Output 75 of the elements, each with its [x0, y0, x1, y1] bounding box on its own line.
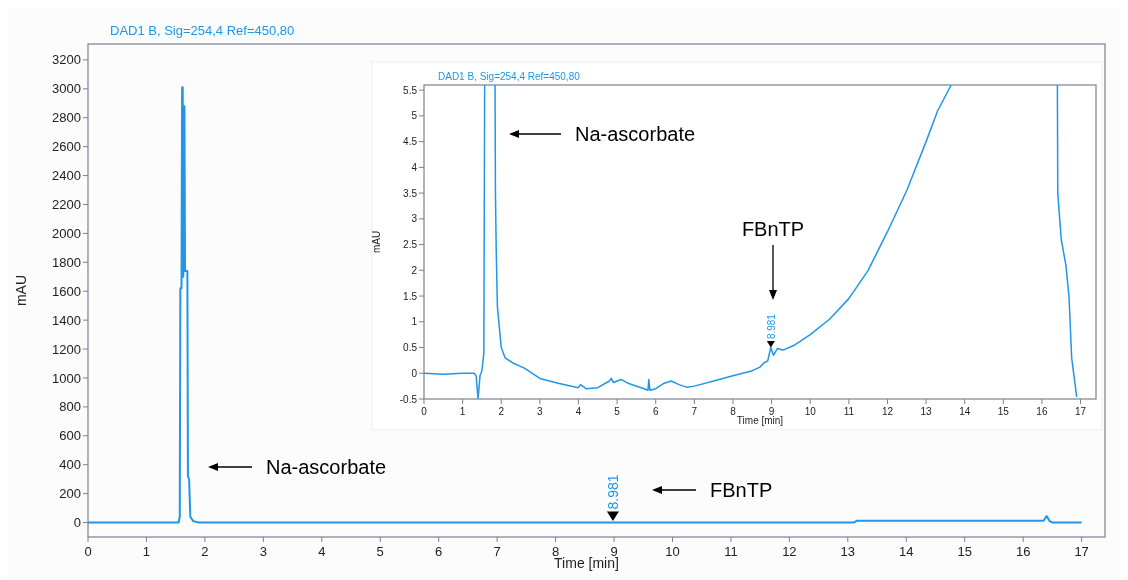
x-tick-label: 0	[421, 406, 428, 417]
x-tick-label: 10	[665, 544, 680, 559]
x-tick-label: 4	[318, 544, 326, 559]
x-tick-label: 3	[537, 406, 544, 417]
y-tick-label: 3200	[52, 52, 81, 68]
y-tick-label: -0.5	[399, 393, 418, 405]
x-tick-label: 7	[493, 544, 501, 559]
x-tick-label: 15	[957, 544, 972, 559]
x-tick-label: 10	[804, 406, 817, 417]
annotation: FBnTP	[741, 218, 805, 240]
annotation: 8.981	[604, 474, 621, 510]
y-tick-label: 0.5	[403, 342, 418, 354]
y-tick-label: 1.5	[403, 290, 418, 302]
y-tick-label: 5	[411, 110, 418, 122]
y-tick-label: 2.5	[403, 239, 418, 251]
x-tick-label: 17	[1074, 406, 1087, 417]
chart-title: DAD1 B, Sig=254,4 Ref=450,80	[110, 23, 295, 38]
y-tick-label: 1000	[52, 370, 81, 386]
x-tick-label: 12	[782, 544, 797, 559]
x-tick-label: 16	[1036, 406, 1048, 417]
y-tick-label: 2400	[52, 168, 81, 184]
x-tick-label: 14	[899, 544, 914, 559]
y-tick-label: 1	[411, 316, 418, 328]
y-tick-label: 0	[73, 515, 81, 531]
x-tick-label: 13	[840, 544, 856, 559]
x-tick-label: 7	[691, 406, 698, 417]
x-tick-label: 5	[376, 544, 384, 559]
x-tick-label: 6	[435, 544, 443, 559]
y-tick-label: 2800	[52, 110, 81, 126]
y-tick-label: 5.5	[403, 84, 418, 96]
x-tick-label: 17	[1074, 544, 1089, 559]
x-tick-label: 16	[1015, 544, 1031, 559]
x-tick-label: 13	[920, 406, 933, 417]
annotation: FBnTP	[710, 479, 773, 501]
x-tick-label: 14	[959, 406, 971, 417]
y-tick-label: 1800	[52, 254, 81, 270]
x-tick-label: 11	[724, 544, 738, 559]
annotation: 8.981	[765, 313, 777, 340]
y-tick-label: 3	[411, 213, 418, 225]
x-tick-label: 11	[843, 406, 855, 417]
x-tick-label: 1	[459, 406, 466, 417]
y-tick-label: 400	[59, 457, 81, 473]
x-tick-label: 9	[768, 406, 775, 417]
x-tick-label: 2	[498, 406, 505, 417]
y-tick-label: 2600	[52, 139, 81, 155]
annotation: Na-ascorbate	[266, 456, 387, 478]
y-tick-label: 2000	[52, 225, 81, 241]
y-tick-label: 2200	[52, 197, 81, 213]
y-tick-label: 3000	[52, 81, 81, 97]
y-tick-label: 0	[411, 367, 418, 379]
x-tick-label: 4	[575, 406, 582, 417]
y-tick-label: 3.5	[403, 187, 418, 199]
y-tick-label: 600	[59, 428, 81, 444]
x-tick-label: 5	[614, 406, 621, 417]
x-tick-label: 12	[881, 406, 894, 417]
y-tick-label: 800	[59, 399, 81, 415]
annotation: Na-ascorbate	[575, 123, 696, 145]
x-tick-label: 1	[142, 544, 151, 559]
x-axis-title: Time [min]	[736, 415, 784, 426]
y-axis-title: mAU	[13, 274, 29, 307]
y-tick-label: 2	[411, 264, 418, 276]
y-tick-label: 4.5	[403, 136, 418, 148]
y-tick-label: 4	[411, 161, 418, 173]
x-tick-label: 6	[652, 406, 659, 417]
y-tick-label: 200	[59, 486, 81, 502]
x-tick-label: 8	[730, 406, 737, 417]
y-tick-label: 1600	[52, 283, 81, 299]
x-tick-label: 15	[997, 406, 1010, 417]
chart-title: DAD1 B, Sig=254,4 Ref=450,80	[438, 71, 581, 82]
y-tick-label: 1400	[52, 312, 81, 328]
x-tick-label: 2	[201, 544, 209, 559]
y-tick-label: 1200	[52, 341, 81, 357]
x-tick-label: 0	[84, 544, 92, 559]
x-tick-label: 3	[259, 544, 267, 559]
y-axis-title: mAU	[371, 230, 382, 254]
